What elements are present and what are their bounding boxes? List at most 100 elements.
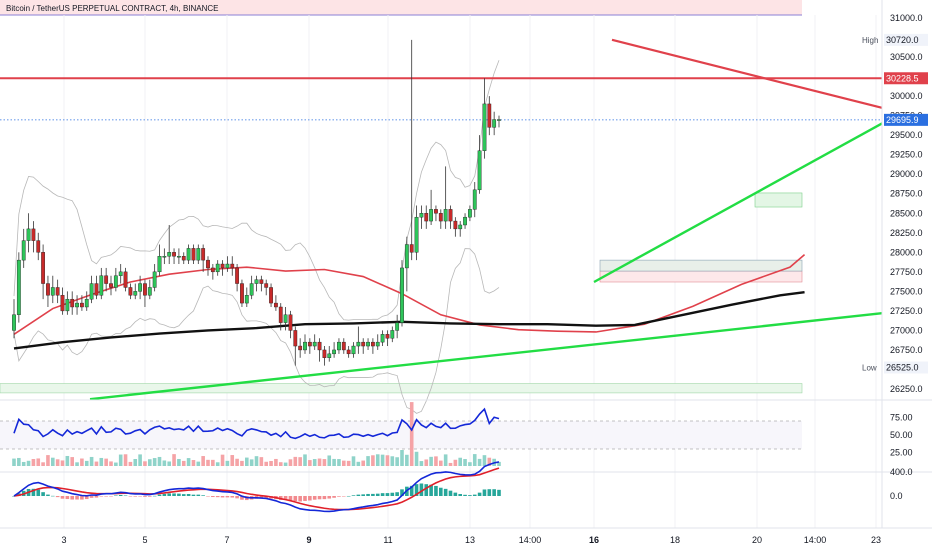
candle-body[interactable] [254,279,259,284]
candle-body[interactable] [41,252,46,284]
candle-body[interactable] [191,248,196,261]
candle-body[interactable] [375,341,380,347]
candle-body[interactable] [274,302,278,308]
candle-body[interactable] [244,295,249,304]
candle-body[interactable] [12,314,16,331]
candle-body[interactable] [220,263,225,269]
candle-body[interactable] [113,275,118,288]
candle-body[interactable] [104,275,109,284]
candle-body[interactable] [283,314,288,323]
candle-body[interactable] [361,341,366,347]
candle-body[interactable] [31,228,36,241]
candle-body[interactable] [385,334,390,339]
candle-body[interactable] [176,256,181,258]
candle-body[interactable] [288,314,293,331]
candle-body[interactable] [317,341,322,351]
candle-body[interactable] [118,271,123,276]
candle-body[interactable] [463,216,467,226]
candle-body[interactable] [278,306,283,323]
candle-body[interactable] [497,119,501,121]
candle-body[interactable] [89,283,94,300]
candle-body[interactable] [133,291,138,296]
candle-body[interactable] [390,330,395,339]
candle-body[interactable] [196,248,201,261]
candle-body[interactable] [201,248,206,261]
candle-body[interactable] [269,287,273,304]
candle-body[interactable] [138,283,142,292]
candle-body[interactable] [162,256,167,258]
candle-body[interactable] [453,220,458,230]
candle-body[interactable] [472,189,477,210]
candles[interactable] [12,39,501,366]
candle-body[interactable] [94,283,99,296]
candle-body[interactable] [46,283,50,296]
candle-body[interactable] [259,279,264,284]
candle-body[interactable] [327,353,332,358]
candle-body[interactable] [443,209,448,222]
candle-body[interactable] [404,244,409,269]
candle-body[interactable] [128,287,133,296]
candle-body[interactable] [346,349,351,355]
support-trendline-long[interactable] [89,312,883,401]
candle-body[interactable] [206,259,210,269]
candle-body[interactable] [230,263,235,269]
candle-body[interactable] [477,150,482,191]
candle-body[interactable] [356,341,361,347]
candle-body[interactable] [419,213,424,218]
candle-body[interactable] [109,283,113,288]
candle-body[interactable] [157,256,162,273]
candle-body[interactable] [181,256,186,261]
candle-body[interactable] [147,287,152,296]
candle-body[interactable] [240,283,244,304]
candle-body[interactable] [351,345,356,355]
candle-body[interactable] [55,287,60,296]
candle-body[interactable] [75,302,79,308]
candle-body[interactable] [458,224,463,230]
candle-body[interactable] [84,298,89,308]
candle-body[interactable] [429,209,433,222]
candle-body[interactable] [152,271,157,288]
candle-body[interactable] [434,209,438,214]
candle-body[interactable] [307,341,312,347]
candle-body[interactable] [167,252,172,257]
candle-body[interactable] [312,341,317,347]
candle-body[interactable] [65,298,70,312]
resistance-trendline[interactable] [611,38,883,109]
candle-body[interactable] [50,287,55,296]
candle-body[interactable] [143,283,147,296]
candle-body[interactable] [371,341,375,347]
candle-body[interactable] [298,345,303,351]
candle-body[interactable] [215,263,220,273]
candle-body[interactable] [123,271,128,288]
candle-body[interactable] [26,228,31,241]
candle-body[interactable] [210,267,215,273]
candle-body[interactable] [366,341,370,347]
candle-body[interactable] [468,209,472,218]
candle-body[interactable] [293,330,298,347]
candle-body[interactable] [414,216,419,253]
candle-body[interactable] [424,213,429,222]
candle-body[interactable] [186,248,191,261]
candle-body[interactable] [60,295,65,312]
candle-body[interactable] [303,341,307,351]
candle-body[interactable] [448,209,453,222]
candle-body[interactable] [337,341,341,351]
candle-body[interactable] [225,263,230,269]
candle-body[interactable] [21,240,26,261]
candle-body[interactable] [332,349,336,355]
candle-body[interactable] [409,244,414,253]
support-trendline-steep[interactable] [593,122,883,284]
candle-body[interactable] [249,283,254,296]
candle-body[interactable] [264,283,269,288]
candle-body[interactable] [487,103,492,128]
candle-body[interactable] [438,213,443,222]
candle-body[interactable] [322,349,327,358]
candle-body[interactable] [395,322,400,331]
candle-body[interactable] [36,240,41,253]
candle-body[interactable] [172,252,176,257]
candle-body[interactable] [400,267,404,323]
candle-body[interactable] [380,334,385,343]
candle-body[interactable] [492,119,497,128]
trend-lines[interactable] [89,38,883,401]
